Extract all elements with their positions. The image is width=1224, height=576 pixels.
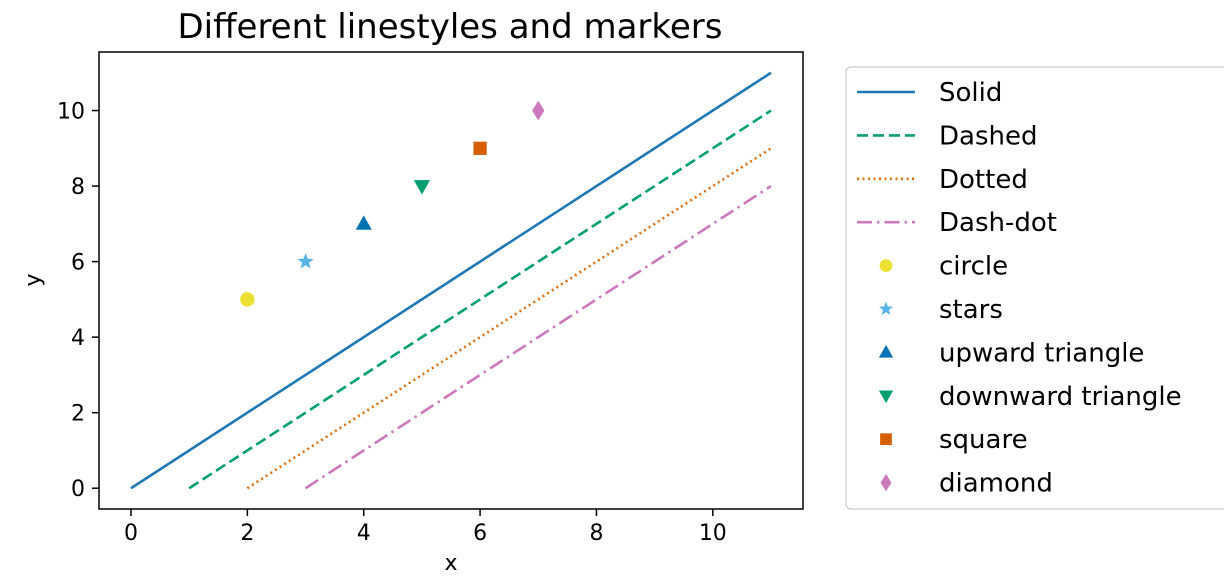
legend-frame [845, 66, 1224, 510]
legend-label: upward triangle [939, 338, 1144, 368]
y-tick-label: 0 [71, 477, 85, 502]
y-tick-label: 10 [57, 100, 85, 125]
series-lines [130, 71, 772, 490]
legend-label: circle [939, 252, 1008, 282]
legend-label: stars [939, 295, 1003, 325]
data-point-circle [240, 292, 255, 307]
legend-label: Solid [939, 78, 1002, 108]
data-point-star [297, 253, 314, 269]
legend-label: diamond [939, 469, 1053, 499]
data-point-triangle-down [413, 180, 430, 195]
x-axis-label: x [444, 551, 457, 572]
legend-label: Dash-dot [939, 208, 1057, 238]
x-tick-label: 2 [240, 521, 254, 546]
y-tick-label: 2 [71, 402, 85, 427]
axis-ticks: 0 2 4 6 8 10 0 2 4 6 8 10 [57, 100, 727, 546]
data-point-diamond [532, 100, 545, 121]
series-line-solid [130, 71, 772, 490]
legend-label: downward triangle [939, 382, 1182, 412]
legend-marker-swatch [879, 259, 893, 272]
legend: Solid Dashed Dotted Dash-dot circle stars upwa… [845, 66, 1224, 510]
legend-label: Dashed [939, 121, 1037, 151]
legend-marker-swatch [878, 301, 894, 316]
plot-frame [98, 51, 804, 510]
legend-marker-swatch [880, 473, 892, 492]
x-tick-label: 8 [589, 521, 603, 546]
series-markers [240, 100, 545, 307]
series-line-dashdot [304, 184, 772, 490]
series-line-dashed [188, 109, 772, 490]
y-axis-label: y [21, 273, 46, 286]
x-tick-label: 4 [357, 521, 371, 546]
y-tick-label: 4 [71, 326, 85, 351]
y-tick-label: 8 [71, 175, 85, 200]
x-tick-label: 0 [124, 521, 138, 546]
legend-marker-swatch [880, 433, 892, 446]
chart-title: Different linestyles and markers [177, 7, 722, 47]
x-tick-label: 10 [699, 521, 727, 546]
legend-marker-swatch [878, 344, 894, 358]
y-tick-label: 6 [71, 251, 85, 276]
legend-label: Dotted [939, 165, 1028, 195]
data-point-triangle-up [355, 215, 372, 230]
legend-marker-swatch [878, 390, 894, 404]
legend-label: square [939, 425, 1028, 455]
data-point-square [473, 141, 487, 155]
x-tick-label: 6 [473, 521, 487, 546]
series-line-dotted [246, 147, 772, 490]
